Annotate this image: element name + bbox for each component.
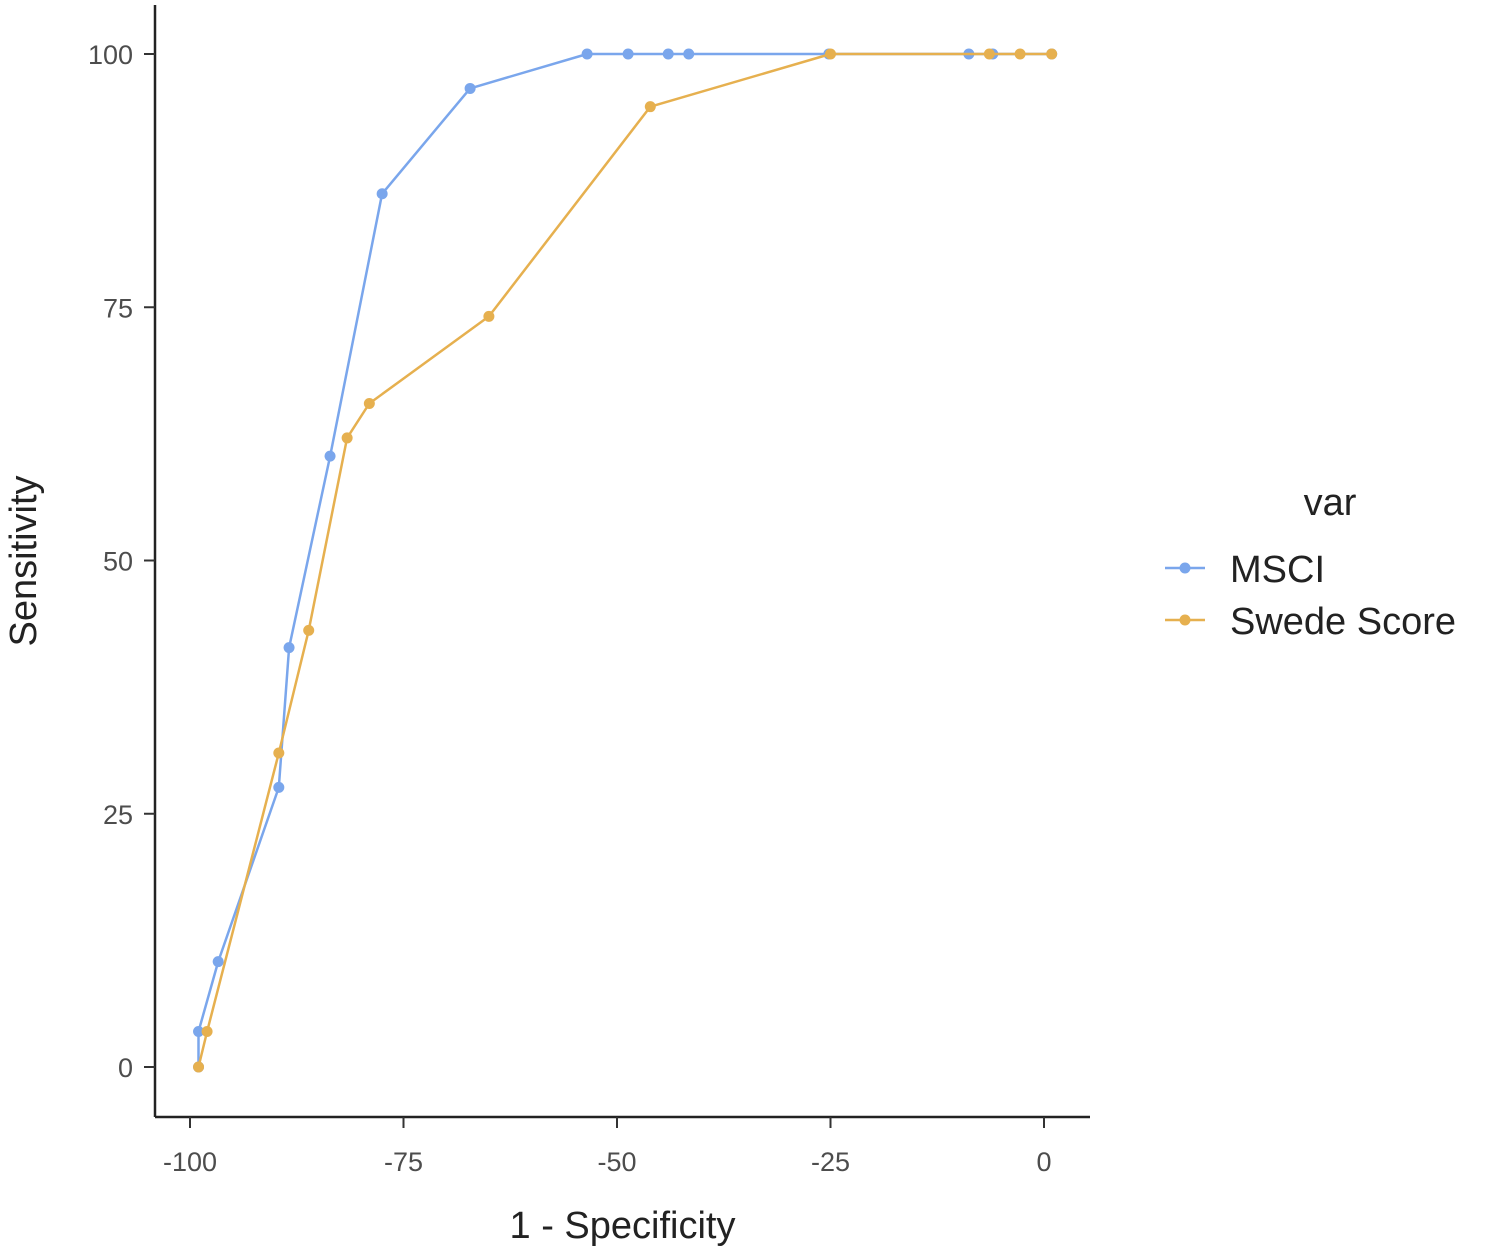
x-ticks: -100 -75 -50 -25 0 (163, 1117, 1052, 1177)
y-tick-label: 50 (103, 547, 133, 577)
y-tick-label: 25 (103, 800, 133, 830)
y-ticks: 0 25 50 75 100 (88, 40, 155, 1083)
data-point-swede-score (201, 1026, 213, 1038)
data-point-swede-score (273, 747, 285, 759)
y-tick-label: 100 (88, 40, 133, 70)
data-point-swede-score (303, 624, 315, 636)
legend-label: MSCI (1230, 549, 1325, 591)
data-point-swede-score (1014, 48, 1026, 60)
legend-item-swede-score: Swede Score (1165, 601, 1456, 643)
legend-item-msci: MSCI (1165, 549, 1325, 591)
data-point-swede-score (825, 48, 836, 60)
legend-key-point (1179, 614, 1191, 626)
series-line-swede-score (197, 52, 1052, 1068)
data-point-msci (683, 48, 695, 60)
x-axis-title: 1 - Specificity (510, 1205, 736, 1247)
data-point-swede-score (341, 432, 353, 444)
data-point-msci (622, 48, 634, 60)
series-line-msci (197, 52, 1052, 1067)
data-point-msci (283, 642, 295, 654)
x-tick-label: -25 (811, 1147, 850, 1177)
x-tick-label: -75 (384, 1147, 423, 1177)
y-tick-label: 0 (118, 1053, 133, 1083)
data-point-msci (581, 48, 593, 60)
y-axis-title: Sensitivity (3, 475, 45, 646)
axes (153, 5, 1090, 1119)
data-point-msci (376, 188, 388, 200)
data-point-swede-score (1046, 48, 1058, 60)
data-point-msci (212, 956, 224, 968)
data-point-msci (464, 82, 476, 94)
data-point-swede-score (983, 48, 995, 60)
data-point-msci (193, 1026, 205, 1038)
y-tick-label: 75 (103, 293, 133, 323)
series-layer (193, 48, 1058, 1073)
legend: var MSCI Swede Score (1165, 482, 1456, 643)
data-point-swede-score (483, 310, 495, 322)
x-tick-label: -100 (163, 1147, 217, 1177)
legend-label: Swede Score (1230, 601, 1456, 643)
x-tick-label: 0 (1036, 1147, 1051, 1177)
data-point-swede-score (193, 1061, 205, 1073)
data-point-msci (273, 781, 285, 793)
data-point-msci (324, 450, 336, 462)
data-point-swede-score (363, 397, 375, 409)
data-point-swede-score (644, 101, 656, 113)
x-tick-label: -50 (597, 1147, 636, 1177)
series-swede-score (193, 48, 1058, 1073)
legend-key-point (1179, 562, 1191, 574)
data-point-msci (662, 48, 674, 60)
legend-title: var (1304, 482, 1357, 524)
